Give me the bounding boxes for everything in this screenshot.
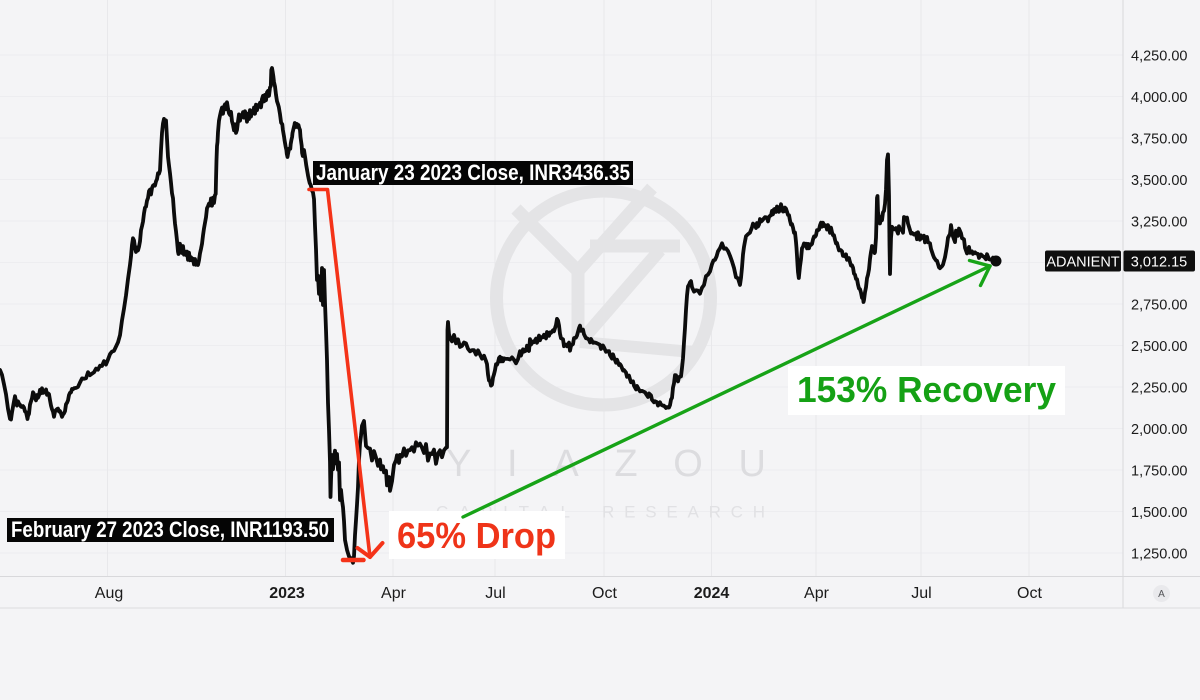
svg-text:4,000.00: 4,000.00 [1131,90,1187,106]
svg-text:3,750.00: 3,750.00 [1131,131,1187,147]
svg-text:2023: 2023 [269,585,305,602]
svg-text:2,250.00: 2,250.00 [1131,380,1187,396]
svg-text:1,250.00: 1,250.00 [1131,546,1187,562]
svg-text:A: A [1158,589,1165,600]
svg-text:2,000.00: 2,000.00 [1131,422,1187,438]
svg-text:1,750.00: 1,750.00 [1131,463,1187,479]
svg-text:Apr: Apr [381,585,407,602]
svg-text:3,500.00: 3,500.00 [1131,173,1187,189]
svg-text:Jul: Jul [911,585,931,602]
svg-text:Apr: Apr [804,585,830,602]
svg-text:4,250.00: 4,250.00 [1131,48,1187,64]
svg-text:3,012.15: 3,012.15 [1131,254,1187,270]
svg-text:ADANIENT: ADANIENT [1046,254,1119,270]
svg-text:2024: 2024 [694,585,730,602]
svg-text:2,500.00: 2,500.00 [1131,339,1187,355]
svg-text:153% Recovery: 153% Recovery [797,369,1056,410]
svg-text:Oct: Oct [1017,585,1042,602]
svg-text:65% Drop: 65% Drop [397,515,556,556]
svg-text:1,500.00: 1,500.00 [1131,505,1187,521]
svg-text:January 23 2023 Close, INR3436: January 23 2023 Close, INR3436.35 [316,160,630,185]
svg-text:February 27 2023 Close, INR119: February 27 2023 Close, INR1193.50 [11,517,329,542]
svg-text:Oct: Oct [592,585,617,602]
svg-text:3,250.00: 3,250.00 [1131,214,1187,230]
svg-text:2,750.00: 2,750.00 [1131,297,1187,313]
svg-text:Aug: Aug [95,585,123,602]
svg-text:Jul: Jul [485,585,505,602]
